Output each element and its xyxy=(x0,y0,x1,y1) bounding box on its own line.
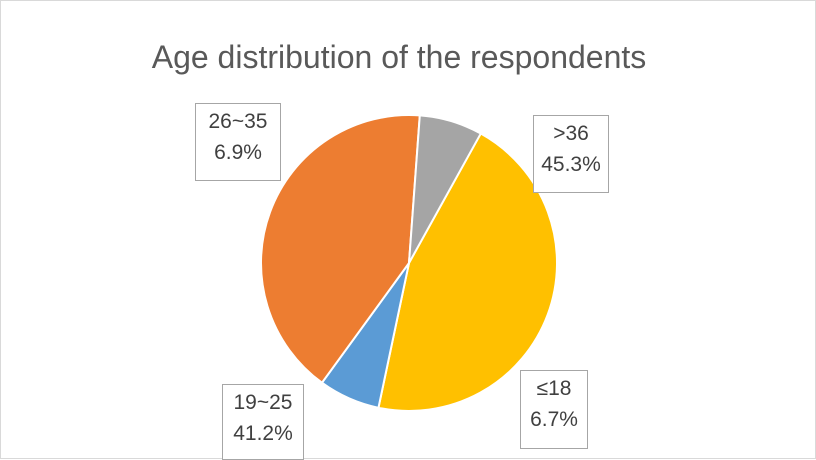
data-label-gt36: >36 45.3% xyxy=(533,115,609,193)
data-label-26-35: 26~35 6.9% xyxy=(195,103,281,181)
chart-title: Age distribution of the respondents xyxy=(151,39,647,75)
data-label-category: 26~35 xyxy=(208,110,268,133)
data-label-value: 41.2% xyxy=(233,422,293,445)
data-label-le18: ≤18 6.7% xyxy=(520,370,588,449)
data-label-category: >36 xyxy=(553,122,589,145)
data-label-19-25: 19~25 41.2% xyxy=(222,384,304,460)
data-label-value: 6.9% xyxy=(214,141,262,164)
data-label-value: 45.3% xyxy=(541,153,601,176)
data-label-value: 6.7% xyxy=(530,408,578,431)
slice-26-35 xyxy=(408,114,483,264)
data-label-category: 19~25 xyxy=(233,391,293,414)
slice-19-25 xyxy=(260,114,421,385)
data-label-category: ≤18 xyxy=(536,377,572,400)
slice-gt36 xyxy=(377,132,558,412)
